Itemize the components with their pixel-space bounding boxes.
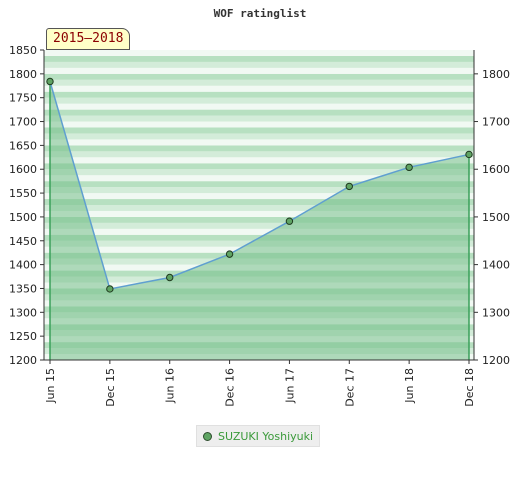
x-tick-label: Dec 15	[104, 368, 117, 407]
background-band	[44, 109, 474, 116]
data-point	[465, 150, 473, 159]
background-band	[44, 228, 474, 235]
y-right-tick-label: 1200	[482, 354, 510, 367]
background-band	[44, 193, 474, 200]
y-left-tick-label: 1250	[9, 330, 37, 343]
y-axis-left: 1200 1250 1300 1350 1400 1450 1500 1550 1600 1650…	[9, 44, 44, 367]
y-right-tick-label: 1300	[482, 306, 510, 319]
y-left-tick-label: 1700	[9, 116, 37, 129]
y-left-tick-label: 1400	[9, 259, 37, 272]
series-line	[49, 81, 470, 290]
series-area	[50, 81, 469, 360]
background-band	[44, 55, 474, 62]
legend-marker	[203, 431, 212, 441]
background-band	[44, 163, 474, 170]
period-label: 2015–2018	[46, 28, 131, 50]
x-tick-label: Jun 17	[283, 368, 296, 404]
data-point	[46, 77, 54, 86]
legend-label: SUZUKI Yoshiyuki	[218, 429, 314, 443]
background-band	[44, 187, 474, 194]
background-band	[44, 91, 474, 98]
data-points	[46, 77, 473, 293]
y-left-tick-label: 1300	[9, 306, 37, 319]
background-band	[44, 79, 474, 86]
x-tick-label: Jun 16	[164, 368, 177, 404]
background-band	[44, 133, 474, 140]
background-band	[44, 199, 474, 205]
x-tick-label: Dec 16	[224, 368, 237, 407]
data-point	[225, 250, 234, 258]
legend[interactable]: SUZUKI Yoshiyuki	[196, 425, 321, 447]
y-left-tick-label: 1550	[9, 187, 37, 200]
y-left-tick-label: 1600	[9, 163, 37, 176]
background-band	[44, 205, 474, 211]
y-left-tick-label: 1350	[9, 282, 37, 295]
data-point	[285, 217, 294, 225]
background-band	[44, 157, 474, 164]
background-band	[44, 115, 474, 122]
data-point	[166, 273, 174, 282]
y-left-tick-label: 1450	[9, 235, 37, 248]
y-left-tick-label: 1650	[9, 139, 37, 152]
background-band	[44, 61, 474, 68]
y-right-tick-label: 1400	[482, 259, 510, 272]
chart-title: WOF ratinglist	[214, 7, 307, 20]
background-band	[44, 175, 474, 182]
background-band	[44, 67, 474, 74]
y-right-tick-label: 1800	[482, 68, 510, 81]
background-band	[44, 50, 474, 56]
y-left-tick-label: 1500	[9, 211, 37, 224]
background-band	[44, 97, 474, 104]
background-band	[44, 169, 474, 176]
x-tick-label: Dec 17	[343, 368, 356, 407]
data-point	[405, 163, 413, 172]
background-band	[44, 85, 474, 92]
background-band	[44, 222, 474, 229]
background-band	[44, 103, 474, 110]
y-left-tick-label: 1800	[9, 68, 37, 81]
y-left-tick-label: 1750	[9, 92, 37, 105]
y-left-tick-label: 1200	[9, 354, 37, 367]
y-right-tick-label: 1600	[482, 163, 510, 176]
background-band	[44, 127, 474, 134]
x-tick-label: Dec 18	[463, 368, 476, 407]
background-band	[44, 210, 474, 217]
background-band	[44, 121, 474, 128]
axes	[43, 50, 475, 361]
background-band	[44, 145, 474, 152]
data-point	[106, 285, 114, 293]
area-layer	[49, 81, 470, 360]
x-tick-label: Jun 15	[44, 368, 57, 404]
y-right-tick-label: 1500	[482, 211, 510, 224]
background-band	[44, 181, 474, 188]
x-tick-label: Jun 18	[403, 368, 416, 404]
y-left-tick-label: 1850	[9, 44, 37, 57]
background-band	[44, 216, 474, 223]
y-axis-right: 1200 1300 1400 1500 1600 1700 1800	[474, 68, 510, 367]
background-band	[44, 139, 474, 146]
background-band	[44, 73, 474, 80]
y-right-tick-label: 1700	[482, 116, 510, 129]
background-band	[44, 151, 474, 158]
x-axis: Jun 15 Dec 15 Jun 16 Dec 16 Jun 17 Dec 17 Jun …	[44, 360, 476, 407]
data-point	[345, 182, 353, 191]
